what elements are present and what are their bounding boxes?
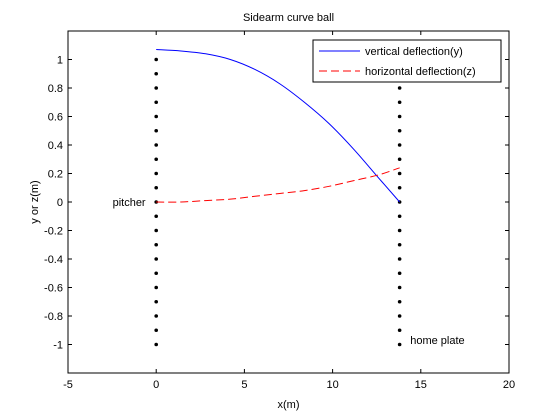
- legend-label-vertical: vertical deflection(y): [365, 46, 463, 58]
- y-tick-label: 0.6: [48, 112, 63, 124]
- base-marker-dot: [397, 257, 402, 261]
- base-marker-dot: [397, 185, 402, 190]
- base-marker-dot: [154, 228, 158, 233]
- base-marker-dot: [397, 86, 402, 90]
- base-marker-dot: [154, 71, 158, 76]
- base-marker-dot: [154, 185, 158, 190]
- base-marker-dot: [397, 157, 402, 162]
- base-marker-dot: [397, 299, 402, 304]
- base-marker-dot: [154, 285, 158, 290]
- chart-legend: vertical deflection(y) horizontal deflec…: [312, 39, 502, 83]
- base-marker-dot: [397, 228, 402, 233]
- base-marker-dot: [154, 114, 158, 119]
- axis-ticks: -5 0 5 10 15 20 -1 -0.8 -0.6 -0.4 -0.2 0 0.2 0.4 0.6 0.…: [44, 31, 515, 391]
- plot-area: [67, 30, 510, 374]
- y-axis-label: y or z(m): [29, 180, 41, 223]
- y-tick-label: 0.4: [48, 140, 63, 152]
- y-tick-label: 0.8: [48, 83, 63, 95]
- base-marker-dot: [154, 299, 158, 304]
- base-marker-dot: [397, 128, 402, 133]
- y-tick-label: 0.2: [48, 169, 63, 181]
- base-marker-dot: [397, 100, 402, 105]
- base-marker-dot: [154, 214, 158, 219]
- base-marker-dot: [397, 342, 402, 347]
- y-tick-label: -0.8: [44, 311, 63, 323]
- series-line: [156, 167, 400, 203]
- base-marker-dot: [154, 257, 158, 261]
- base-marker-dot: [154, 128, 158, 133]
- base-marker-dot: [154, 271, 158, 276]
- x-tick-label: 5: [241, 379, 247, 391]
- base-marker-dot: [154, 86, 158, 90]
- x-tick-label: -5: [63, 379, 73, 391]
- y-tick-label: -0.4: [44, 254, 63, 266]
- series-line: [156, 49, 401, 203]
- x-tick-label: 20: [503, 379, 515, 391]
- x-tick-label: 15: [415, 379, 427, 391]
- x-tick-label: 10: [326, 379, 338, 391]
- base-marker-dot: [397, 171, 402, 176]
- annotation-pitcher: pitcher: [113, 197, 146, 209]
- base-marker-dot: [397, 328, 402, 333]
- annotation-home-plate: home plate: [410, 335, 464, 347]
- legend-box: [312, 39, 502, 83]
- y-tick-label: -1: [53, 340, 63, 352]
- y-tick-label: -0.6: [44, 283, 63, 295]
- series-layer: [156, 49, 401, 203]
- annotation-layer: pitcher home plate: [113, 197, 465, 347]
- y-tick-label: 0: [57, 197, 63, 209]
- y-tick-label: 1: [57, 55, 63, 67]
- base-marker-dot: [397, 114, 402, 119]
- x-tick-label: 0: [153, 379, 159, 391]
- y-tick-label: -0.2: [44, 226, 63, 238]
- base-marker-dot: [154, 143, 158, 147]
- base-marker-dot: [154, 157, 158, 162]
- base-marker-dot: [397, 285, 402, 290]
- base-marker-dot: [154, 314, 158, 318]
- base-marker-dot: [154, 342, 158, 347]
- base-marker-dot: [397, 271, 402, 276]
- base-marker-dot: [154, 57, 158, 62]
- chart-title: Sidearm curve ball: [243, 12, 334, 24]
- base-marker-dot: [397, 314, 402, 318]
- base-marker-dot: [154, 100, 158, 105]
- base-marker-dot: [154, 171, 158, 176]
- base-marker-dot: [397, 242, 402, 247]
- base-marker-dot: [397, 143, 402, 147]
- base-marker-dot: [397, 214, 402, 219]
- base-marker-dot: [154, 242, 158, 247]
- legend-label-horizontal: horizontal deflection(z): [365, 66, 476, 78]
- x-axis-label: x(m): [278, 399, 300, 411]
- base-marker-dot: [154, 328, 158, 333]
